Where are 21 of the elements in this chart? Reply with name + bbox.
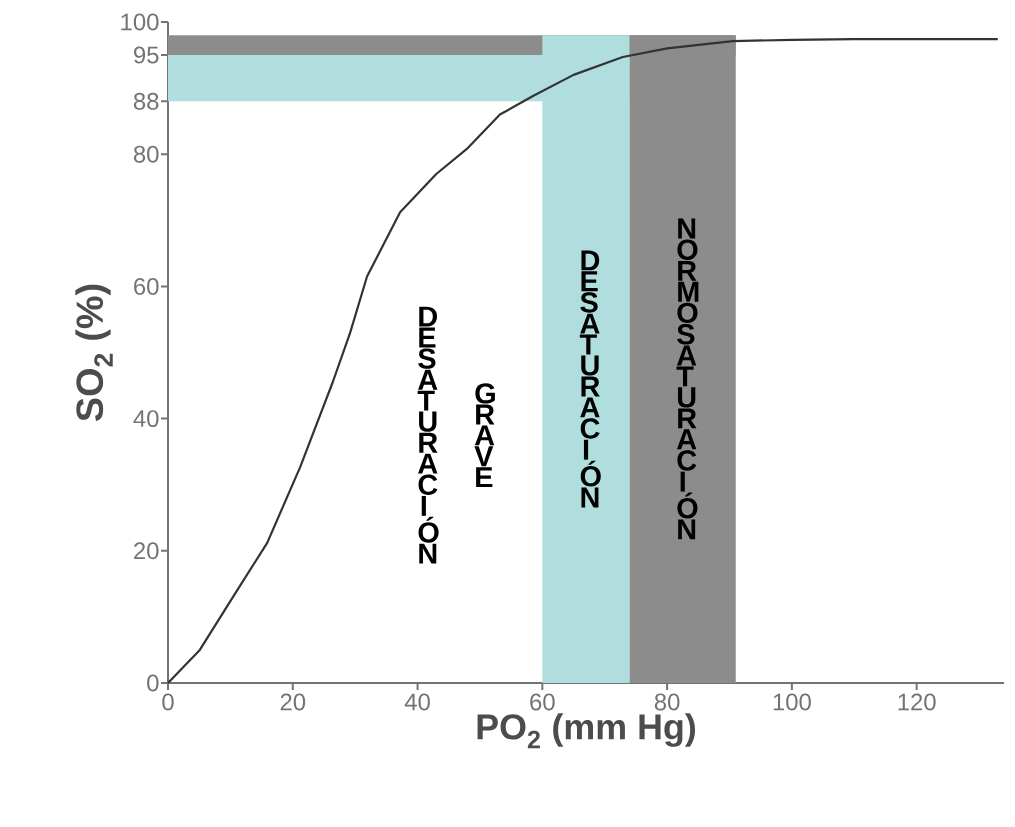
y-axis-title: SO$_{2}$ (%) [75,284,113,422]
y-tick-label: 80 [133,145,159,163]
y-tick-label: 0 [147,674,159,692]
text: DESATURACIÓN [579,250,601,508]
x-tick-label: 100 [773,693,811,711]
x-tick-label: 20 [280,693,306,711]
x-tick-label: 40 [404,693,430,711]
x-tick-label: 60 [530,693,555,711]
y-tick-label: 95 [134,46,159,64]
x-tick-label: 120 [898,693,936,711]
text: NORMOSATURACIÓN [676,218,699,540]
text: DESATURACIÓN [417,306,439,564]
x-tick-label: 0 [162,693,174,711]
y-tick-label: 40 [133,410,159,428]
x-tick-label: 80 [654,693,680,711]
y-tick-label: 20 [134,542,159,560]
x-axis-title: PO$_{2}$ (mm Hg) [477,713,696,749]
y-tick-label: 100 [121,13,159,31]
annotation: GRAVE [474,383,495,488]
y-tick-label: 60 [134,277,159,295]
y-tick-label: 88 [133,92,159,110]
